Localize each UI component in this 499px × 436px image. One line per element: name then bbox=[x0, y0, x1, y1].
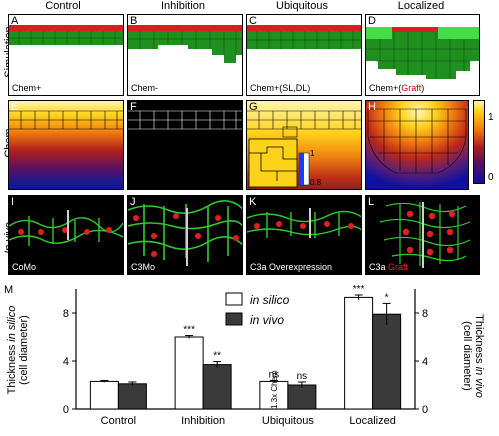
bar-in-vivo bbox=[202, 364, 232, 410]
y-tick-label-right: 4 bbox=[422, 356, 428, 368]
panel-letter: G bbox=[249, 101, 258, 113]
legend-label-in-vivo: in vivo bbox=[250, 313, 284, 327]
panel-letter: L bbox=[368, 196, 375, 208]
panel-letter: J bbox=[130, 196, 136, 208]
significance-label: * bbox=[385, 292, 389, 303]
category-label: Control bbox=[101, 415, 136, 427]
y-tick-label-left: 0 bbox=[63, 404, 69, 416]
panel-letter: F bbox=[130, 101, 137, 113]
y-tick-label-left: 4 bbox=[63, 356, 69, 368]
bar-in-vivo bbox=[117, 383, 147, 410]
panel-i: I CoMo bbox=[8, 195, 124, 275]
caption-graft: Graft bbox=[388, 262, 409, 272]
scale-bar bbox=[309, 208, 311, 238]
caption-end: ) bbox=[421, 83, 425, 93]
panel-j: J C3Mo bbox=[127, 195, 243, 275]
panel-letter: E bbox=[11, 101, 19, 113]
panel-caption: Chem+(Graft) bbox=[369, 83, 424, 93]
category-label: Ubiquitous bbox=[262, 415, 314, 427]
bar-in-vivo bbox=[372, 313, 402, 410]
scale-bar bbox=[422, 202, 424, 268]
column-header-inhibition: Inhibition bbox=[160, 0, 206, 12]
panel-letter: H bbox=[368, 101, 376, 113]
panel-b: B Chem- bbox=[127, 14, 243, 96]
y-tick-label-right: 8 bbox=[422, 308, 428, 320]
y-tick-label-right: 0 bbox=[422, 404, 428, 416]
bar-in-silico bbox=[259, 380, 289, 410]
panel-letter: A bbox=[11, 15, 19, 27]
panel-caption: Chem+ bbox=[12, 83, 42, 93]
panel-letter: D bbox=[368, 15, 376, 27]
panel-caption: C3Mo bbox=[131, 262, 156, 272]
inset-max-label: 1 bbox=[310, 149, 315, 158]
panel-f: F bbox=[127, 100, 243, 190]
column-header-ubiquitous: Ubiquitous bbox=[276, 0, 328, 12]
panel-g: G 1 0.8 bbox=[246, 100, 362, 190]
panel-letter: B bbox=[130, 15, 138, 27]
column-header-control: Control bbox=[45, 0, 81, 12]
panel-letter: C bbox=[249, 15, 257, 27]
scale-bar bbox=[67, 210, 69, 240]
significance-label: ** bbox=[213, 351, 221, 362]
category-label: Localized bbox=[349, 415, 395, 427]
colorbar bbox=[473, 100, 485, 184]
panel-caption: Chem+(SL,DL) bbox=[250, 83, 311, 93]
caption-graft: Graft bbox=[401, 83, 422, 93]
significance-label: ns bbox=[297, 371, 308, 382]
panel-letter-m: M bbox=[4, 284, 14, 296]
colorbar-min-label: 0 bbox=[488, 172, 494, 183]
bar-in-silico bbox=[344, 296, 374, 410]
panel-e: E bbox=[8, 100, 124, 190]
panel-k: K C3a Overexpression bbox=[246, 195, 362, 275]
panel-caption: C3a Graft bbox=[369, 262, 408, 272]
colorbar-max-label: 1 bbox=[488, 112, 494, 123]
panel-letter: I bbox=[11, 196, 15, 208]
significance-label: *** bbox=[183, 325, 195, 336]
panel-letter: K bbox=[249, 196, 257, 208]
y-tick-label-left: 8 bbox=[63, 308, 69, 320]
bar-in-silico bbox=[174, 336, 204, 410]
legend-swatch-in-silico bbox=[225, 292, 243, 306]
category-label: Inhibition bbox=[181, 415, 225, 427]
caption-main: Chem+( bbox=[369, 83, 402, 93]
panel-d: D Chem+(Graft) bbox=[365, 14, 480, 96]
panel-caption: Chem- bbox=[131, 83, 159, 93]
legend-label-in-silico: in silico bbox=[250, 293, 290, 307]
significance-label: ns bbox=[269, 369, 280, 380]
panel-caption: C3a Overexpression bbox=[250, 262, 333, 272]
inset-min-label: 0.8 bbox=[310, 178, 322, 187]
legend-swatch-in-vivo bbox=[225, 312, 243, 326]
panel-c: C Chem+(SL,DL) bbox=[246, 14, 362, 96]
column-header-localized: Localized bbox=[397, 0, 445, 12]
scale-bar bbox=[186, 208, 188, 266]
bar-annotation: 1.3x Chem bbox=[270, 370, 279, 409]
panel-a: A Chem+ bbox=[8, 14, 124, 96]
bar-in-silico bbox=[89, 380, 119, 410]
panel-h: H bbox=[365, 100, 469, 190]
panel-caption: CoMo bbox=[12, 262, 37, 272]
caption-a: C3a bbox=[369, 262, 389, 272]
panel-l: L C3a Graft bbox=[365, 195, 480, 275]
bar-in-vivo bbox=[287, 384, 317, 410]
significance-label: *** bbox=[353, 284, 365, 295]
